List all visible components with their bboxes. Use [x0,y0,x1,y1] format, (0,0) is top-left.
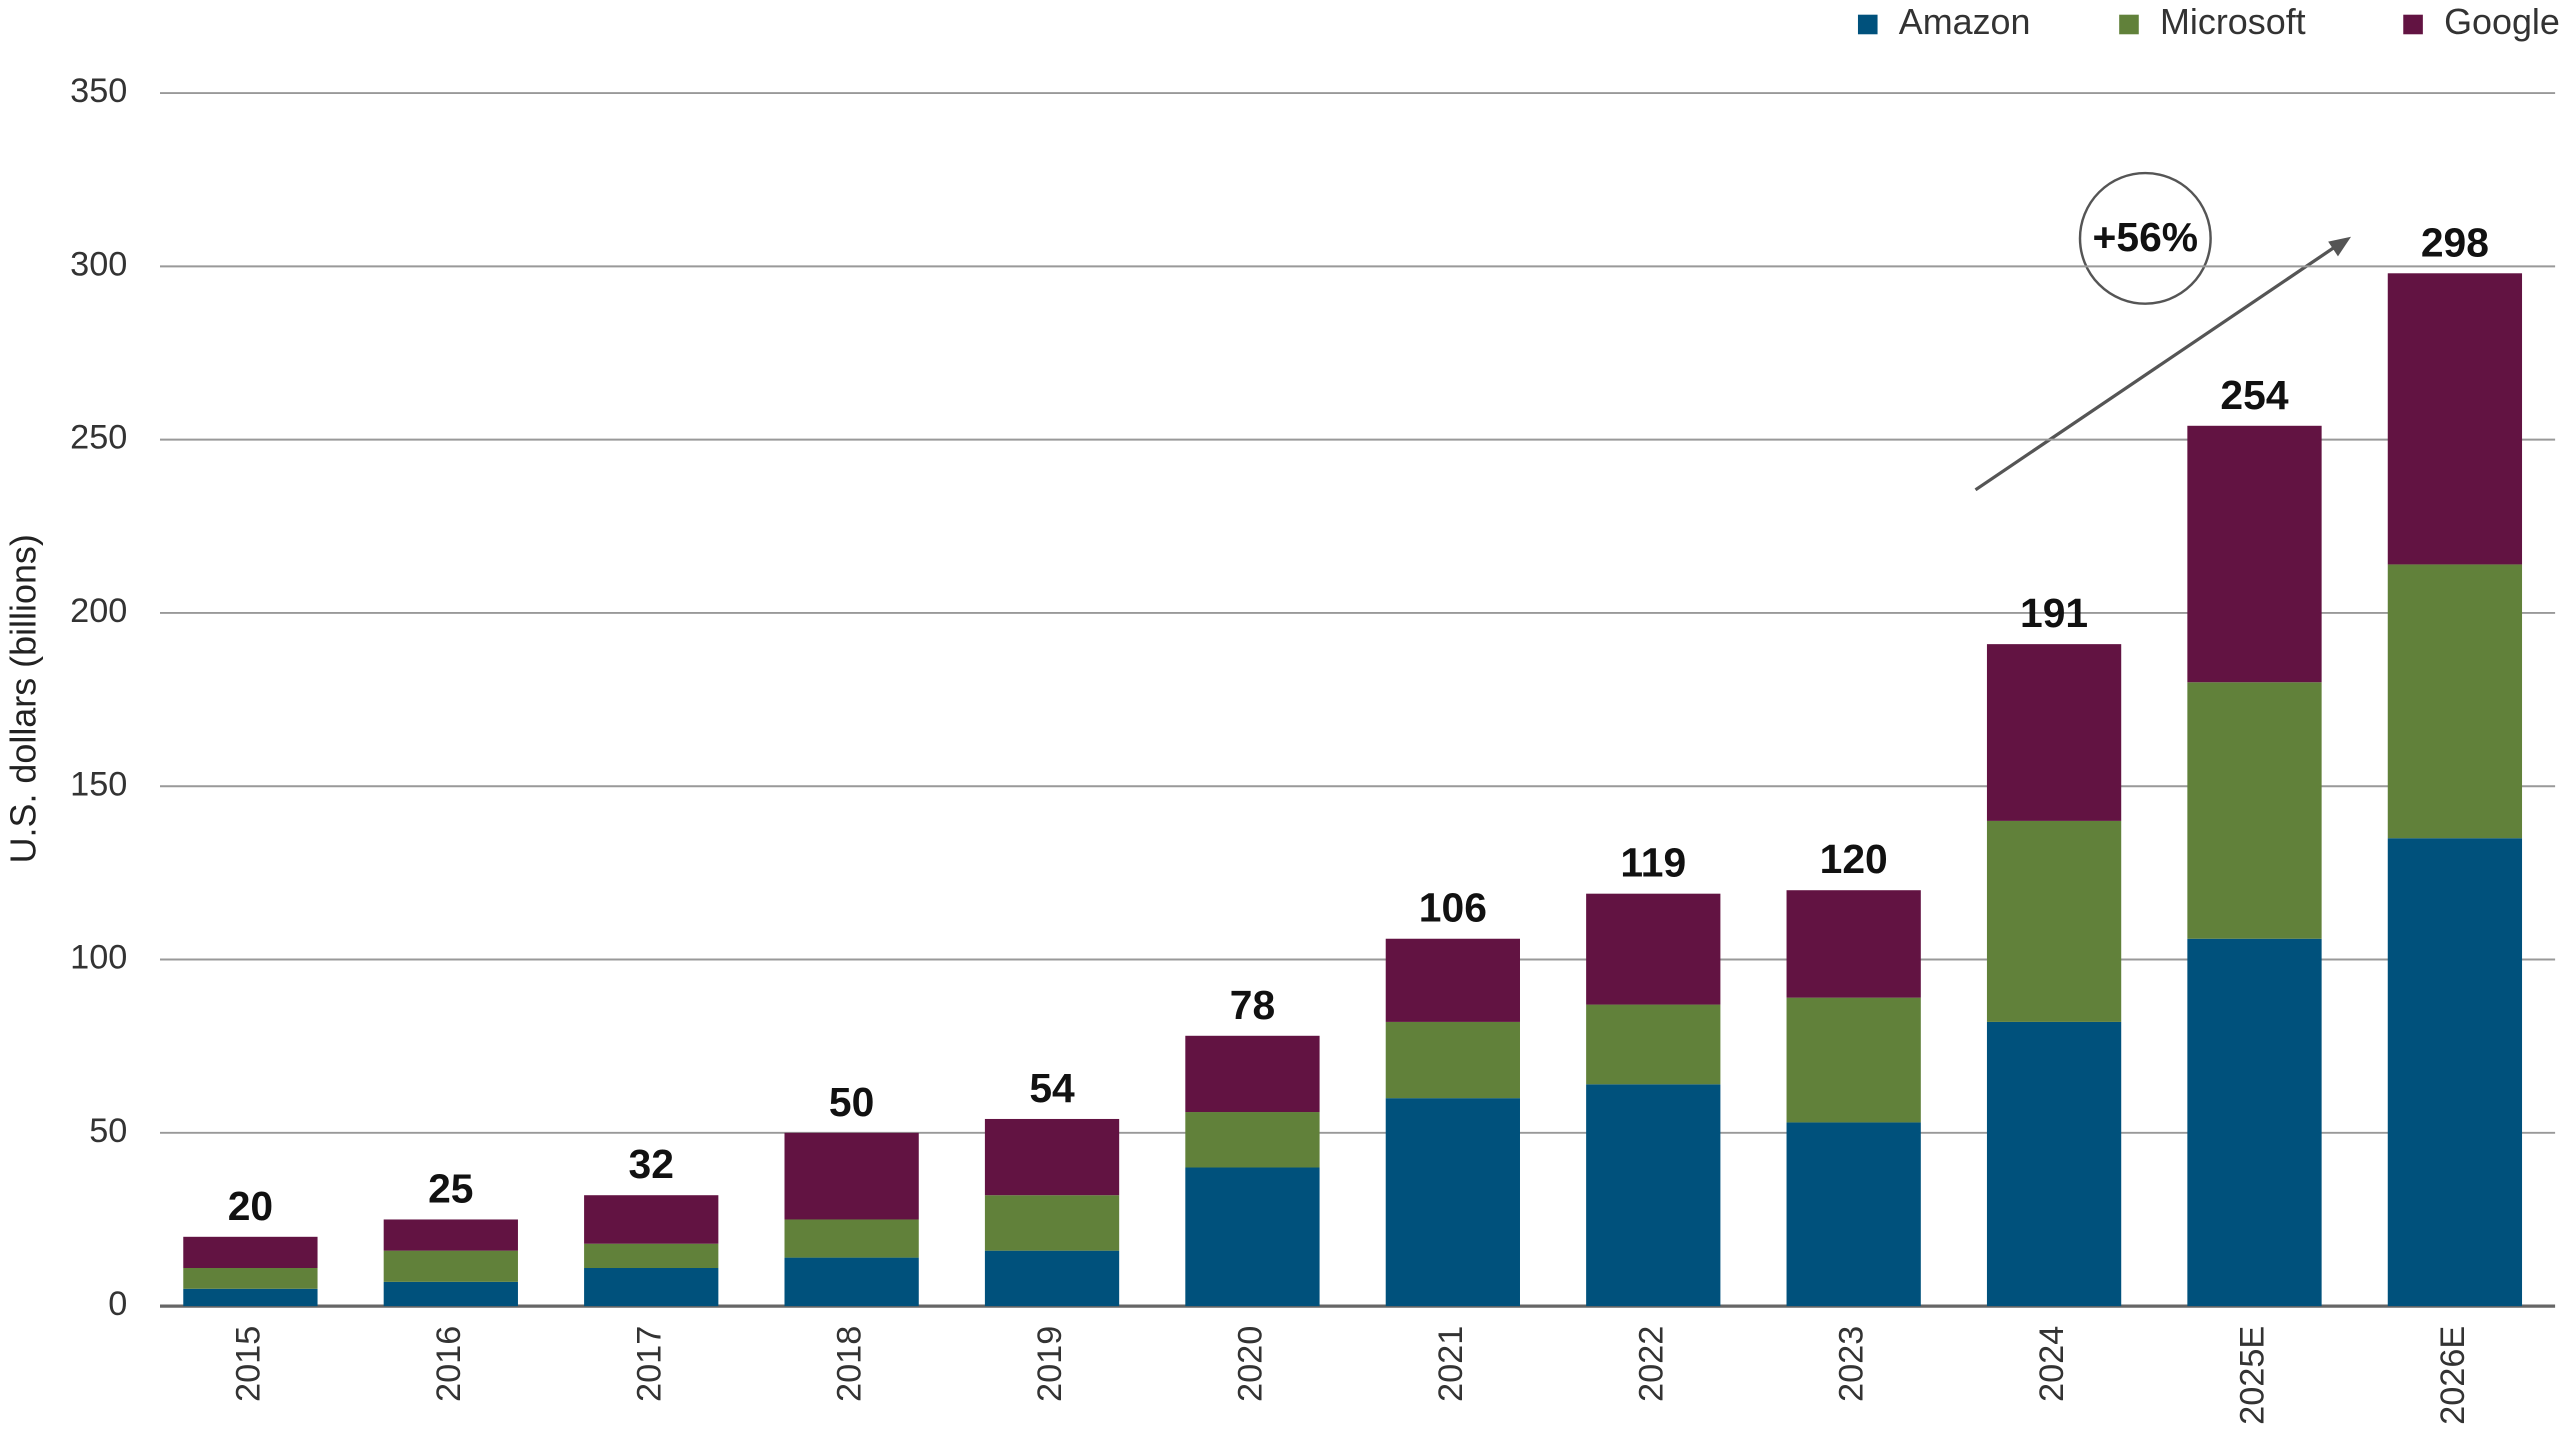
legend-swatch [1857,14,1878,35]
y-tick-label: 200 [70,592,127,630]
bar-segment [2387,273,2523,565]
bar-segment [1385,1098,1520,1307]
x-tick-label: 2025E [2234,1326,2272,1425]
total-label: 191 [2020,590,2088,636]
x-tick-label: 2016 [430,1326,468,1402]
bar-segment [1185,1167,1320,1307]
y-tick-label: 250 [70,419,127,457]
y-tick-label: 150 [70,765,127,803]
bar-segment [1786,890,1921,998]
bar-segment [2387,564,2523,839]
bar-segment [1786,997,1921,1123]
x-tick-label: 2023 [1833,1326,1871,1402]
y-tick-label: 300 [70,245,127,283]
legend-swatch [2403,14,2423,35]
bar-segment [1986,1021,2122,1307]
trend-arrow [1974,243,2339,492]
bar-segment [584,1195,719,1244]
x-tick-label: 2015 [229,1326,267,1402]
y-tick-label: 100 [70,939,127,977]
x-tick-label: 2018 [831,1326,869,1402]
total-label: 106 [1419,885,1487,931]
bar-segment [2387,838,2523,1307]
bar-segment [984,1195,1120,1251]
x-tick-label: 2024 [2033,1326,2071,1402]
bar-segment [1185,1035,1320,1113]
bar-segment [183,1288,318,1307]
y-tick-label: 350 [70,72,127,110]
total-label: 20 [228,1183,273,1229]
bar-segment [1385,1021,1520,1099]
bar-segment [1385,938,1520,1022]
arrow-head [2328,236,2352,257]
y-tick-label: 0 [108,1285,127,1323]
total-label: 119 [1620,840,1686,886]
bar-segment [1586,1084,1721,1307]
bar-segment [1986,820,2122,1022]
bar-segment [1786,1122,1921,1307]
total-label: 120 [1820,836,1888,882]
annotation-circle [2078,171,2212,305]
bar-segment [784,1257,919,1307]
bar-segment [1185,1112,1320,1168]
total-label: 54 [1029,1065,1075,1111]
bar-segment [784,1132,919,1220]
legend-label: Amazon [1899,1,2031,42]
annotation: +56% [2093,214,2198,260]
x-tick-label: 2026E [2434,1326,2472,1425]
x-tick-label: 2019 [1031,1326,1069,1402]
bar-segment [2187,938,2322,1307]
x-tick-label: 2017 [630,1326,668,1402]
y-axis-label: U.S. dollars (billions) [3,534,44,863]
plot: 0 50 100 150 200 250 300 350 20 2015 25 2016 32 2017 5… [70,1,2560,1425]
bar-segment [183,1236,318,1268]
bar-segment [1586,893,1721,1005]
bar-segment [2187,682,2322,939]
bar-segment [1986,644,2122,821]
bar-segment [383,1281,518,1307]
bar-segment [984,1250,1120,1307]
x-tick-label: 2020 [1232,1326,1270,1402]
legend-swatch [2119,14,2139,35]
bar-segment [584,1243,719,1268]
bar-segment [2187,425,2322,683]
total-label: 50 [829,1079,874,1125]
bar-segment [584,1267,719,1307]
total-label: 254 [2220,372,2288,418]
bar-segment [183,1267,318,1289]
y-tick-label: 50 [89,1112,127,1150]
x-tick-label: 2021 [1432,1326,1470,1402]
total-label: 78 [1230,982,1275,1028]
legend-label: Google [2444,1,2560,42]
x-tick-label: 2022 [1632,1326,1670,1402]
total-label: 32 [629,1141,674,1187]
bar-segment [984,1118,1120,1196]
bar-segment [383,1219,518,1251]
bar-segment [1586,1004,1721,1085]
bar-segment [784,1219,919,1258]
bar-segment [383,1250,518,1282]
total-label: 298 [2421,219,2489,265]
legend-label: Microsoft [2160,1,2306,42]
total-label: 25 [428,1166,473,1212]
